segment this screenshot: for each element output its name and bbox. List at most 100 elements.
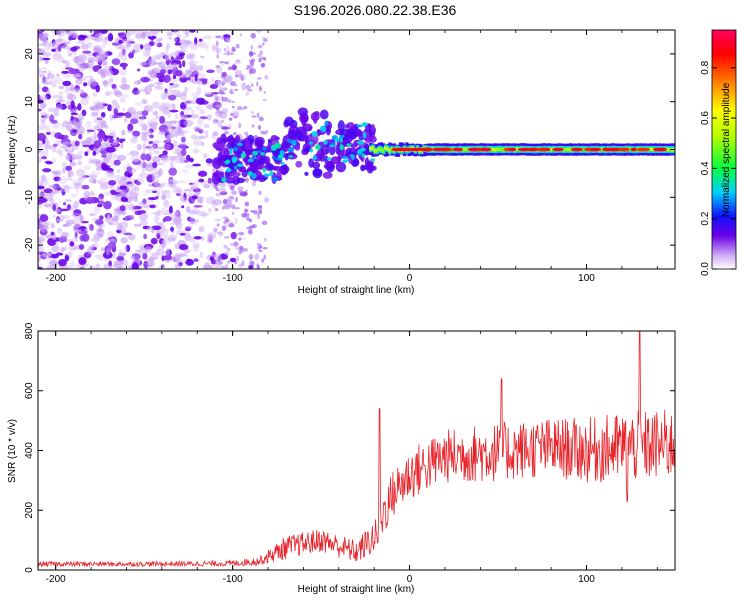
noise-blob <box>167 69 171 75</box>
noise-blob <box>66 121 71 125</box>
noise-blob <box>77 64 85 73</box>
noise-blob <box>133 186 140 192</box>
noise-blob <box>251 181 257 187</box>
noise-blob <box>56 30 64 37</box>
scatter-core <box>236 142 243 147</box>
noise-blob <box>264 75 269 80</box>
scatter-core <box>361 153 366 158</box>
noise-blob <box>236 59 240 62</box>
noise-blob <box>92 65 99 72</box>
scatter-blob <box>360 164 366 172</box>
noise-blob <box>261 258 265 263</box>
noise-blob <box>248 218 253 223</box>
colorbar-tick-label: 0.2 <box>700 211 711 225</box>
snr-x-tick-label: 100 <box>578 574 595 585</box>
noise-blob <box>97 200 105 205</box>
noise-blob <box>101 162 107 170</box>
noise-blob <box>39 123 47 130</box>
noise-blob <box>113 159 121 166</box>
noise-blob <box>241 212 248 218</box>
spectrogram-x-axis-label: Height of straight line (km) <box>298 285 415 296</box>
spectrogram-y-tick-label: 10 <box>24 96 35 108</box>
noise-blob <box>127 190 132 195</box>
noise-blob <box>172 215 181 224</box>
noise-blob <box>139 116 145 120</box>
noise-blob <box>55 40 60 47</box>
noise-blob <box>108 222 112 226</box>
noise-blob <box>64 185 69 194</box>
noise-blob <box>224 204 231 210</box>
noise-blob <box>138 112 143 118</box>
noise-blob <box>141 123 148 132</box>
scatter-blob <box>335 161 347 173</box>
noise-blob <box>166 31 173 37</box>
noise-blob <box>112 263 123 268</box>
noise-blob <box>241 107 244 110</box>
noise-blob <box>177 144 188 149</box>
noise-blob <box>63 41 71 45</box>
noise-blob <box>177 90 182 96</box>
noise-blob <box>38 73 46 78</box>
scatter-core <box>326 157 332 160</box>
noise-blob <box>165 247 170 257</box>
noise-blob <box>245 84 251 90</box>
scatter-blob <box>236 177 246 184</box>
noise-blob <box>52 203 57 212</box>
noise-blob <box>143 233 148 240</box>
noise-blob <box>68 244 78 251</box>
noise-blob <box>61 70 69 74</box>
scatter-blob <box>244 138 251 151</box>
carrier-peak <box>452 147 464 152</box>
noise-blob <box>235 196 238 203</box>
carrier-core <box>498 147 503 152</box>
noise-blob <box>54 132 63 139</box>
noise-blob <box>55 103 64 111</box>
scatter-blob <box>300 112 309 124</box>
noise-blob <box>222 87 228 91</box>
noise-blob <box>193 236 203 240</box>
noise-blob <box>102 103 109 107</box>
noise-blob <box>245 189 248 192</box>
noise-blob <box>182 130 189 134</box>
noise-blob <box>94 219 104 226</box>
noise-blob <box>148 151 153 156</box>
noise-blob <box>177 34 182 39</box>
noise-blob <box>107 241 116 249</box>
noise-blob <box>90 115 100 119</box>
noise-blob <box>161 107 168 116</box>
noise-blob <box>157 183 163 188</box>
noise-blob <box>219 60 224 64</box>
noise-blob <box>238 190 244 195</box>
noise-blob <box>162 74 171 83</box>
noise-blob <box>226 247 231 252</box>
noise-blob <box>215 97 219 102</box>
scatter-blob <box>345 147 352 156</box>
noise-blob <box>249 65 254 69</box>
scatter-blob <box>216 171 225 176</box>
noise-blob <box>100 119 107 128</box>
noise-blob <box>40 97 46 101</box>
snr-y-tick-label: 400 <box>24 442 35 459</box>
noise-blob <box>70 112 78 116</box>
noise-blob <box>167 181 172 187</box>
noise-blob <box>175 192 181 197</box>
noise-blob <box>221 205 226 210</box>
noise-blob <box>79 35 88 39</box>
carrier-core <box>381 149 386 153</box>
noise-blob <box>218 261 224 265</box>
noise-blob <box>145 189 153 194</box>
noise-blob <box>169 160 174 169</box>
noise-blob <box>233 240 239 247</box>
noise-blob <box>105 250 110 256</box>
noise-blob <box>260 117 264 122</box>
scatter-core <box>247 158 254 163</box>
noise-blob <box>38 48 46 54</box>
noise-blob <box>256 81 259 87</box>
noise-blob <box>117 154 127 161</box>
scatter-blob <box>212 142 222 149</box>
noise-blob <box>108 137 114 144</box>
noise-blob <box>178 179 187 184</box>
carrier-core <box>564 147 568 152</box>
